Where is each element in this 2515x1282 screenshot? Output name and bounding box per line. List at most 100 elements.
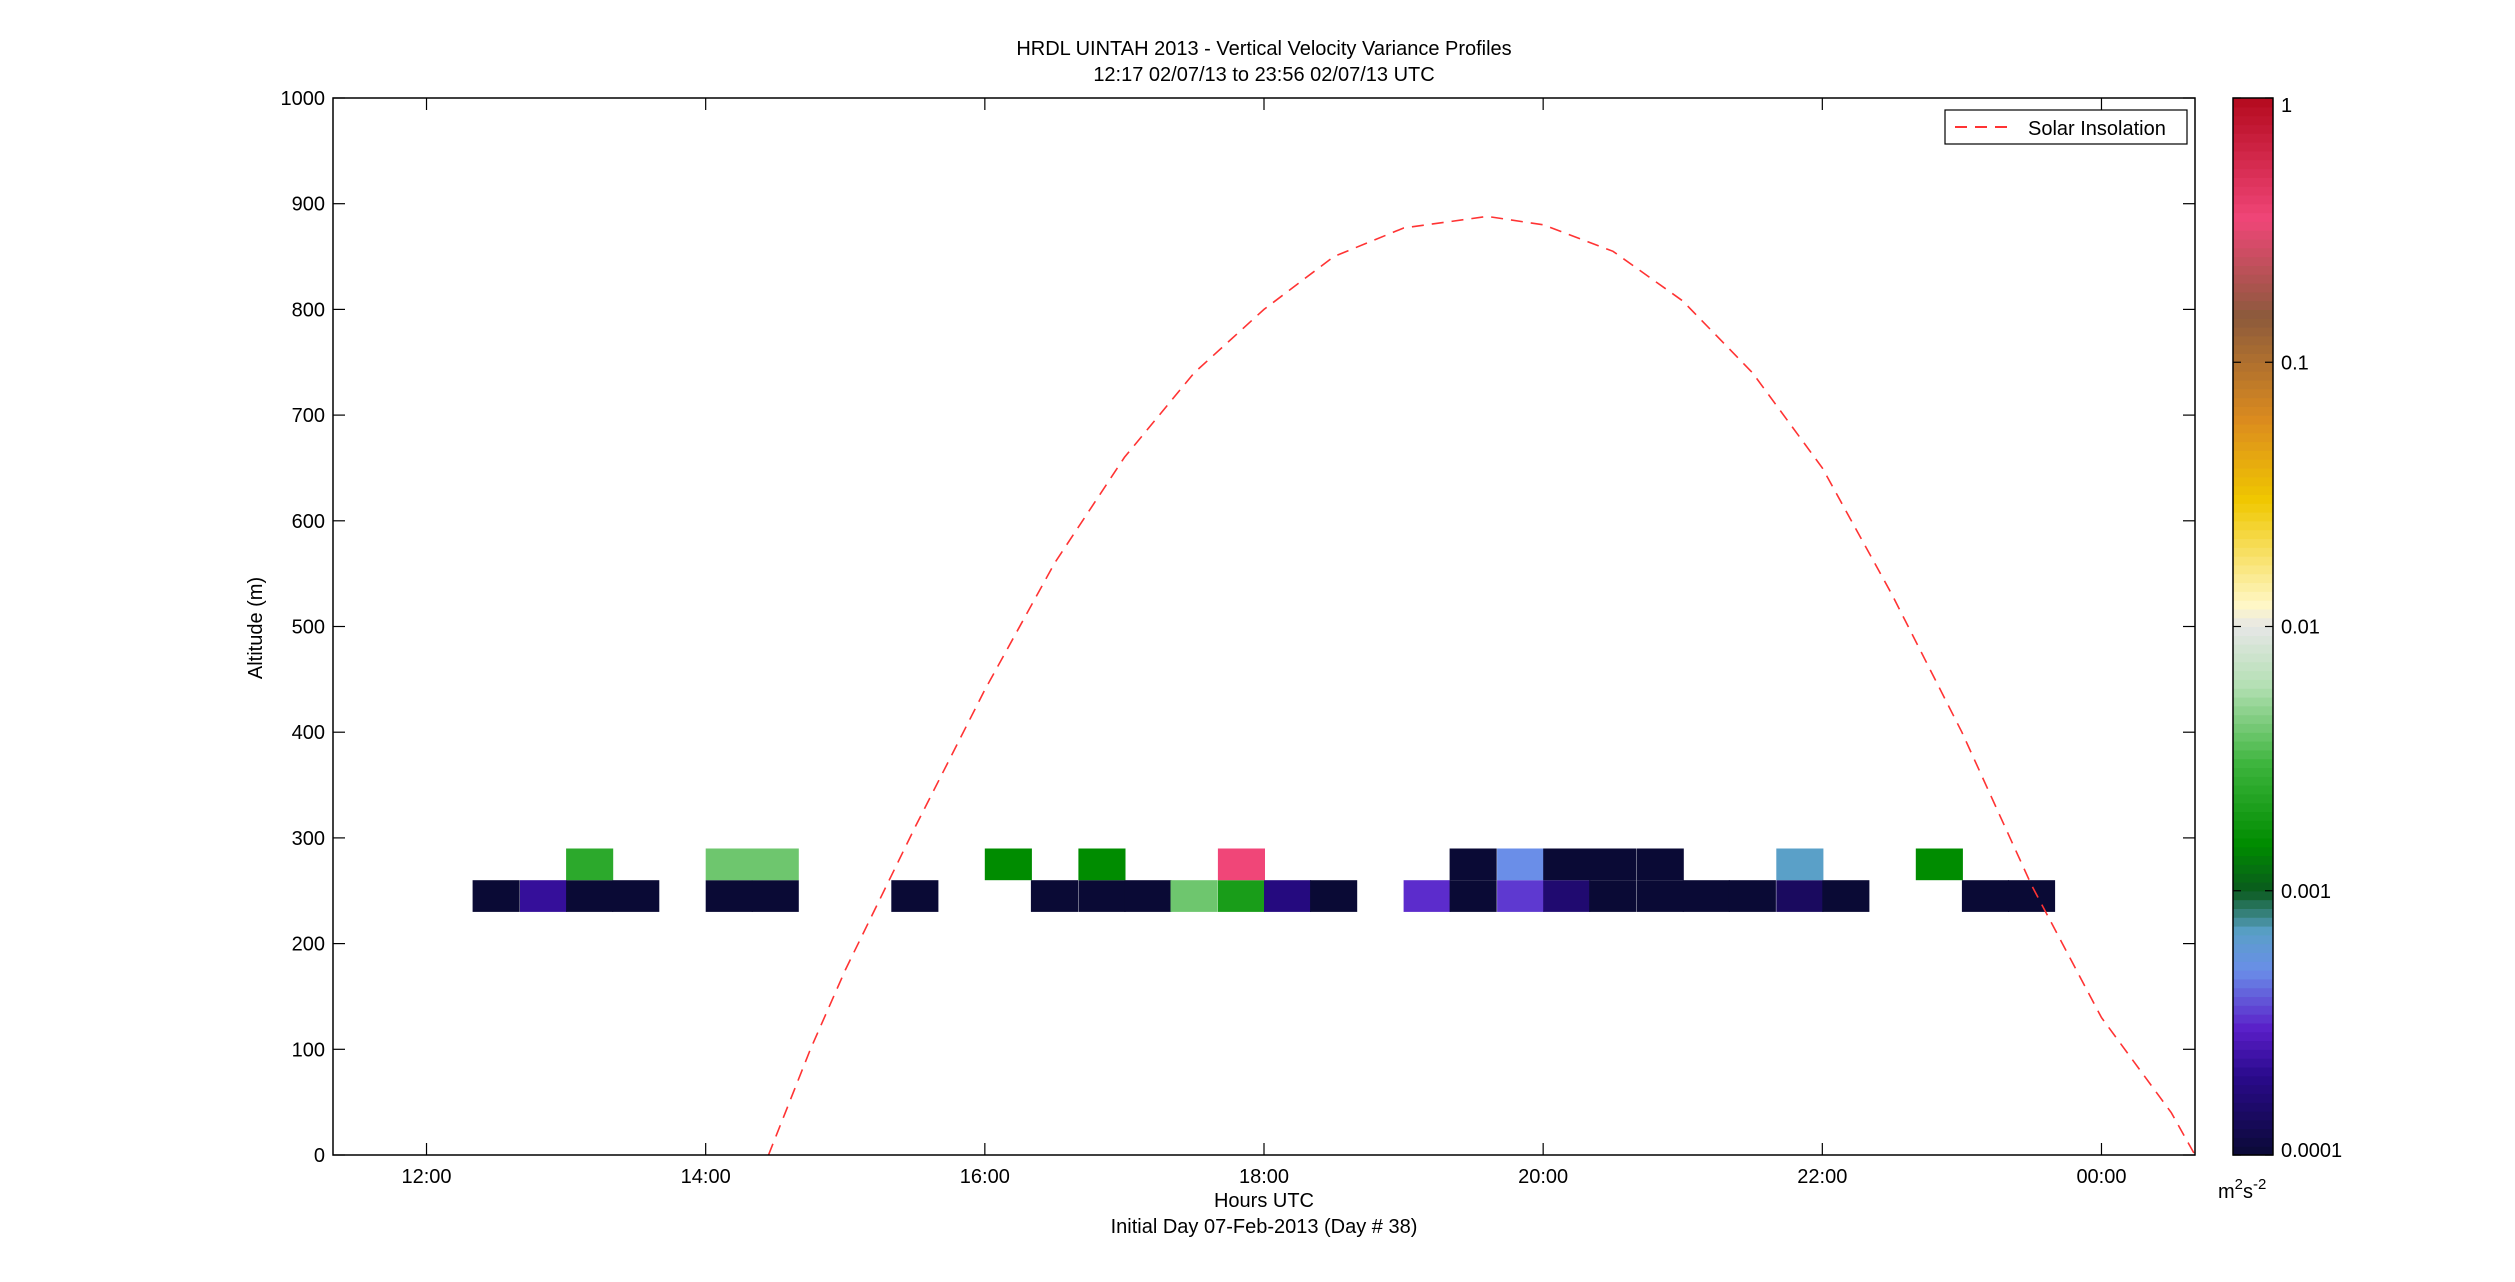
colorbar-strip-50 bbox=[2233, 705, 2273, 716]
colorbar-strip-31 bbox=[2233, 873, 2273, 883]
colorbar-strip-40 bbox=[2233, 793, 2273, 804]
colorbar-strip-55 bbox=[2233, 661, 2273, 672]
legend-label: Solar Insolation bbox=[2028, 118, 2166, 140]
colorbar-strip-8 bbox=[2233, 1075, 2273, 1086]
colorbar-strip-27 bbox=[2233, 908, 2273, 918]
heatmap-cell-1 bbox=[520, 880, 568, 912]
colorbar-strip-77 bbox=[2233, 467, 2273, 478]
heatmap-cell-0 bbox=[472, 880, 520, 912]
colorbar-strip-107 bbox=[2233, 203, 2273, 214]
colorbar-strip-118 bbox=[2233, 106, 2273, 117]
heatmap-cell-20 bbox=[1682, 880, 1730, 912]
colorbar-strip-81 bbox=[2233, 432, 2273, 443]
colorbar-strip-91 bbox=[2233, 344, 2273, 355]
heatmap-cell-9 bbox=[1124, 880, 1172, 912]
heatmap-cell-13 bbox=[1310, 880, 1358, 912]
heatmap-cell-27 bbox=[705, 848, 753, 881]
colorbar-strip-96 bbox=[2233, 300, 2273, 310]
colorbar-strip-45 bbox=[2233, 749, 2273, 760]
heatmap-cell-18 bbox=[1589, 880, 1637, 912]
x-tick-label: 22:00 bbox=[1797, 1166, 1847, 1188]
legend: Solar Insolation bbox=[1944, 109, 2188, 145]
colorbar-tick-label: 0.01 bbox=[2281, 617, 2320, 639]
heatmap-cell-7 bbox=[1030, 880, 1078, 912]
colorbar-strip-41 bbox=[2233, 785, 2273, 795]
colorbar-ticks: 1 0.1 0.01 0.001 0.0001 bbox=[2233, 95, 2342, 1162]
colorbar-strip-1 bbox=[2233, 1137, 2273, 1147]
colorbar-strip-75 bbox=[2233, 485, 2273, 495]
colorbar-strip-79 bbox=[2233, 450, 2273, 460]
heatmap-cell-23 bbox=[1822, 880, 1870, 912]
heatmap-cell-8 bbox=[1078, 880, 1126, 912]
colorbar-strip-36 bbox=[2233, 829, 2273, 839]
colorbar-strip-39 bbox=[2233, 802, 2273, 813]
colorbar-strip-2 bbox=[2233, 1128, 2273, 1138]
colorbar-strip-47 bbox=[2233, 732, 2273, 742]
colorbar-strip-99 bbox=[2233, 274, 2273, 284]
y-tick-label: 500 bbox=[292, 617, 325, 639]
y-tick-label: 100 bbox=[292, 1039, 325, 1061]
heatmap-cell-17 bbox=[1543, 880, 1591, 912]
colorbar-strip-52 bbox=[2233, 688, 2273, 698]
colorbar-strip-78 bbox=[2233, 459, 2273, 469]
colorbar-strip-10 bbox=[2233, 1058, 2273, 1068]
colorbar-strip-3 bbox=[2233, 1119, 2273, 1130]
colorbar-unit-mid: s bbox=[2243, 1181, 2253, 1203]
colorbar-strip-12 bbox=[2233, 1040, 2273, 1050]
colorbar-strip-70 bbox=[2233, 529, 2273, 540]
colorbar-strip-114 bbox=[2233, 142, 2273, 152]
heatmap-cell-25 bbox=[2008, 880, 2056, 912]
colorbar-strip-46 bbox=[2233, 741, 2273, 751]
heatmap-cell-5 bbox=[751, 880, 799, 912]
colorbar-strip-109 bbox=[2233, 186, 2273, 196]
heatmap-cell-22 bbox=[1776, 880, 1824, 912]
colorbar-strip-116 bbox=[2233, 124, 2273, 134]
colorbar-strip-11 bbox=[2233, 1049, 2273, 1059]
y-tick-label: 0 bbox=[314, 1145, 325, 1167]
y-tick-label: 1000 bbox=[281, 88, 326, 110]
colorbar-strip-69 bbox=[2233, 538, 2273, 548]
chart-subtitle: 12:17 02/07/13 to 23:56 02/07/13 UTC bbox=[1093, 64, 1434, 86]
colorbar-strip-21 bbox=[2233, 961, 2273, 971]
heatmap-cell-12 bbox=[1264, 880, 1312, 912]
colorbar-strip-101 bbox=[2233, 256, 2273, 266]
colorbar-strip-115 bbox=[2233, 133, 2273, 143]
colorbar-strip-102 bbox=[2233, 247, 2273, 258]
colorbar-strip-111 bbox=[2233, 168, 2273, 178]
heatmap-cell-30 bbox=[1078, 848, 1126, 881]
colorbar-strip-23 bbox=[2233, 943, 2273, 954]
colorbar-strip-72 bbox=[2233, 511, 2273, 522]
colorbar-strip-71 bbox=[2233, 520, 2273, 531]
colorbar-strip-14 bbox=[2233, 1022, 2273, 1033]
heatmap-cell-16 bbox=[1497, 880, 1545, 912]
heatmap-cell-21 bbox=[1728, 880, 1776, 912]
colorbar-strip-28 bbox=[2233, 899, 2273, 909]
colorbar-strip-103 bbox=[2233, 238, 2273, 249]
heatmap-cell-33 bbox=[1497, 848, 1545, 881]
colorbar-strip-59 bbox=[2233, 626, 2273, 636]
x-tick-label: 20:00 bbox=[1518, 1166, 1568, 1188]
colorbar-strip-64 bbox=[2233, 582, 2273, 592]
colorbar-strip-13 bbox=[2233, 1031, 2273, 1042]
colorbar-strip-117 bbox=[2233, 115, 2273, 126]
colorbar-strip-26 bbox=[2233, 917, 2273, 927]
solar-insolation-layer bbox=[767, 215, 2195, 1155]
heatmap-cell-35 bbox=[1589, 848, 1637, 881]
colorbar-strip-54 bbox=[2233, 670, 2273, 680]
x-tick-label: 14:00 bbox=[681, 1166, 731, 1188]
colorbar-strip-63 bbox=[2233, 591, 2273, 601]
colorbar-strip-104 bbox=[2233, 230, 2273, 240]
heatmap-cell-15 bbox=[1449, 880, 1497, 912]
colorbar-strip-74 bbox=[2233, 494, 2273, 504]
colorbar-strip-0 bbox=[2233, 1146, 2273, 1156]
colorbar-tick-label: 1 bbox=[2281, 95, 2292, 117]
colorbar-strip-34 bbox=[2233, 846, 2273, 857]
heatmap-cell-11 bbox=[1217, 880, 1265, 912]
colorbar-strip-92 bbox=[2233, 335, 2273, 346]
colorbar-strip-61 bbox=[2233, 608, 2273, 619]
solar-insolation-line bbox=[767, 215, 2195, 1155]
colorbar-strip-62 bbox=[2233, 600, 2273, 610]
colorbar-strip-16 bbox=[2233, 1005, 2273, 1015]
colorbar-strip-48 bbox=[2233, 723, 2273, 733]
